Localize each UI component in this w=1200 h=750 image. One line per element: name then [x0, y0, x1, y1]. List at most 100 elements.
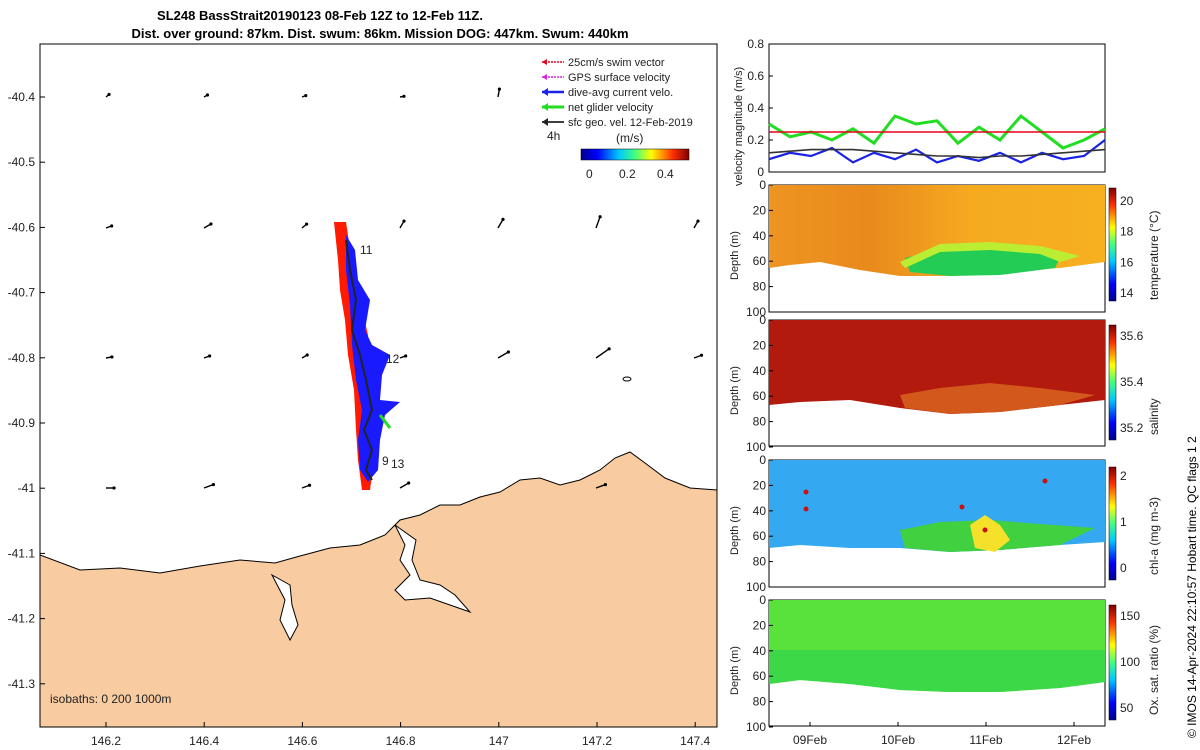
- salinity-colorbar: [1108, 324, 1117, 441]
- waypoint-label-12: 12: [386, 352, 400, 366]
- depth-tick-label: 40: [753, 229, 767, 243]
- small-island: [622, 376, 632, 382]
- cbar-tick-label: 20: [1120, 194, 1134, 208]
- temperature-panel: [768, 184, 1117, 313]
- velocity-series-line: [768, 148, 1106, 159]
- geo-velocity-arrowhead: [497, 87, 501, 91]
- cbar-tick-label: 35.4: [1120, 375, 1144, 389]
- geo-velocity-arrow: [595, 216, 601, 229]
- lon-tick-label: 147.4: [680, 734, 710, 748]
- temperature-cold-layer: [905, 248, 1060, 276]
- geo-velocity-arrowhead: [110, 355, 114, 359]
- chla-point: [982, 527, 988, 533]
- velocity-series-line: [768, 113, 1106, 150]
- tamar-estuary: [394, 524, 472, 614]
- speed-colorbar: [580, 148, 690, 161]
- velocity-ylabel: velocity magnitude (m/s): [733, 67, 745, 186]
- velocity-axes: [768, 43, 1106, 173]
- depth-tick-label: 100: [746, 305, 766, 319]
- depth-tick-label: 100: [746, 720, 766, 734]
- cbar-tick-label: 16: [1120, 255, 1134, 269]
- waypoint-label-9: 9: [382, 454, 389, 468]
- cbar-label: salinity: [1147, 398, 1161, 435]
- lon-tick-label: 146.2: [91, 734, 121, 748]
- colorbar-tick-1: 0.2: [619, 167, 636, 181]
- depth-tick-label: 80: [753, 555, 767, 569]
- legend-label-net: net glider velocity: [568, 102, 653, 114]
- legend-entry-net: net glider velocity: [542, 102, 653, 114]
- vel-ytick-label: 0.4: [747, 101, 764, 115]
- legend-entry-gps: GPS surface velocity: [542, 72, 671, 84]
- depth-ylabel: Depth (m): [729, 231, 741, 280]
- geo-velocity-arrow: [595, 483, 606, 489]
- oxygen-colorbar: [1108, 604, 1117, 721]
- geo-velocity-arrowhead: [110, 224, 114, 228]
- lat-tick-label: -40.8: [8, 351, 36, 365]
- lon-tick-label: 147: [489, 734, 509, 748]
- cbar-tick-label: 2: [1120, 469, 1127, 483]
- waypoint-label-13: 13: [391, 457, 405, 471]
- depth-tick-label: 60: [753, 389, 767, 403]
- colorbar-tick-2: 0.4: [657, 167, 674, 181]
- depth-tick-label: 20: [753, 618, 767, 632]
- chla-point: [803, 506, 809, 512]
- depth-tick-label: 20: [753, 338, 767, 352]
- geo-velocity-arrowhead: [304, 94, 308, 98]
- oxygen-panel: [768, 599, 1117, 727]
- depth-tick-label: 40: [753, 504, 767, 518]
- geo-velocity-arrowhead: [699, 353, 704, 357]
- velocity-panel: velocity magnitude (m/s) 0 0.2 0.4 0.6 0.8: [733, 37, 1106, 186]
- depth-tick-label: 40: [753, 644, 767, 658]
- legend-entry-current: dive-avg current velo.: [542, 87, 673, 99]
- geo-velocity-arrowhead: [402, 219, 406, 223]
- geo-velocity-arrowhead: [506, 350, 510, 354]
- cbar-tick-label: 18: [1120, 225, 1134, 239]
- lat-tick-label: -41.2: [8, 612, 36, 626]
- depth-ylabel: Depth (m): [729, 506, 741, 555]
- lon-tick-label: 146.4: [189, 734, 219, 748]
- lat-tick-label: -40.4: [8, 90, 36, 104]
- map-axis-ticks: -40.4 -40.5 -40.6 -40.7 -40.8 -40.9 -41 -41.1 -4…: [8, 90, 711, 748]
- lat-tick-label: -40.7: [8, 286, 36, 300]
- cbar-tick-label: 150: [1120, 609, 1140, 623]
- geo-velocity-arrowhead: [598, 215, 602, 219]
- vel-ytick-label: 0.6: [747, 69, 764, 83]
- geo-velocity-arrowhead: [307, 483, 312, 487]
- legend-entry-sfc: sfc geo. vel. 12-Feb-2019: [542, 117, 693, 129]
- geo-velocity-arrowhead: [402, 94, 406, 98]
- net-velocity-segment: [378, 414, 392, 429]
- lat-tick-label: -40.6: [8, 220, 36, 234]
- temperature-colorbar: [1108, 187, 1117, 302]
- chla-point: [1042, 478, 1048, 484]
- date-tick-label: 11Feb: [969, 733, 1002, 747]
- velocity-series: [768, 113, 1106, 164]
- glider-track: [334, 222, 400, 490]
- date-tick-label: 09Feb: [793, 733, 827, 747]
- velocity-yticks: 0 0.2 0.4 0.6 0.8: [747, 37, 773, 179]
- depth-tick-label: 40: [753, 364, 767, 378]
- vel-ytick-label: 0.8: [747, 37, 764, 51]
- cbar-tick-label: 14: [1120, 286, 1134, 300]
- geo-velocity-arrow: [203, 483, 214, 489]
- map-legend: 25cm/s swim vector GPS surface velocity …: [542, 57, 693, 181]
- depth-ylabel: Depth (m): [729, 646, 741, 695]
- oxygen-lower-layer: [769, 650, 1105, 692]
- land-tasmania: [40, 451, 717, 727]
- depth-tick-label: 20: [753, 478, 767, 492]
- geo-velocity-arrow: [497, 351, 509, 359]
- legend-label-gps: GPS surface velocity: [568, 72, 671, 84]
- geo-velocity-arrowhead: [112, 486, 116, 490]
- salinity-lower-layer: [900, 383, 1095, 414]
- depth-tick-label: 0: [759, 178, 766, 192]
- lat-tick-label: -41.1: [8, 546, 36, 560]
- legend-entry-swim: 25cm/s swim vector: [542, 57, 665, 69]
- vel-ytick-label: 0: [757, 165, 764, 179]
- geo-velocity-arrow: [497, 218, 504, 229]
- geostrophic-vector-field: [105, 87, 704, 490]
- geo-velocity-arrowhead: [696, 219, 700, 223]
- lat-tick-label: -40.5: [8, 155, 36, 169]
- current-vector-spread: [346, 235, 400, 482]
